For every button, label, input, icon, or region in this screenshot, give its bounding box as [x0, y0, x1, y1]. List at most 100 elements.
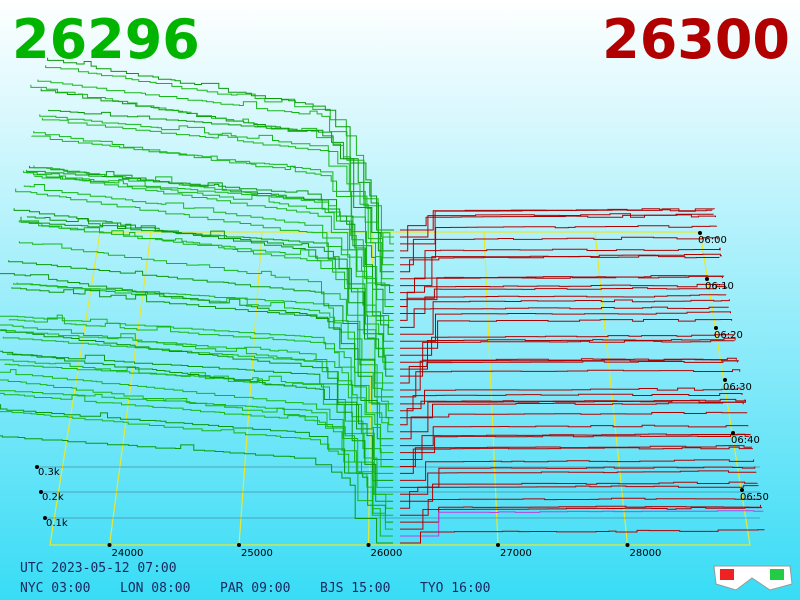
ask-curve: [400, 387, 742, 405]
bid-curve: [0, 404, 394, 523]
bid-curve: [39, 114, 394, 259]
ask-curve: [400, 424, 749, 447]
ask-curve: [400, 283, 726, 307]
ask-curve: [400, 446, 753, 474]
time-tick-label: 06:20: [714, 330, 743, 341]
bid-curve: [29, 165, 394, 314]
ask-curve: [400, 275, 725, 301]
ask-curve: [400, 497, 760, 516]
tick-dot: [705, 277, 709, 281]
bid-curve: [47, 57, 394, 252]
ask-curve: [400, 334, 734, 356]
tick-dot: [366, 543, 371, 547]
bid-curve: [33, 165, 394, 321]
utc-time: UTC 2023-05-12 07:00: [20, 561, 177, 576]
tick-dot: [237, 543, 241, 547]
ask-curve: [400, 236, 719, 266]
tick-dot: [723, 378, 727, 382]
ask-curve: [400, 306, 729, 328]
bid-curve: [0, 324, 394, 474]
bid-curve: [0, 392, 394, 516]
bid-curve: [26, 169, 394, 294]
bid-curve: [0, 379, 393, 530]
timezone-label: PAR 09:00: [220, 581, 290, 596]
bid-curve: [23, 170, 394, 328]
bid-curve: [0, 369, 394, 509]
tick-dot: [625, 543, 630, 547]
ask-curve: [400, 401, 744, 419]
ask-curve: [400, 247, 721, 280]
ask-curve: [400, 510, 764, 537]
ask-curve: [400, 481, 758, 502]
time-tick-label: 06:00: [698, 235, 727, 246]
ask-curve: [400, 286, 728, 321]
price-tick-label: 25000: [241, 548, 273, 559]
bid-curve: [11, 287, 394, 419]
ask-curve: [400, 299, 730, 335]
bid-curve: [0, 359, 394, 488]
axis-labels: 24000 25000 26000 27000 28000 0.3k 0.2k 0.1k 06:…: [35, 231, 769, 559]
price-grid-line: [108, 231, 152, 546]
ask-curve: [400, 369, 741, 398]
ask-curve: [400, 253, 722, 287]
ask-curve: [400, 485, 759, 509]
ask-curve: [400, 340, 735, 363]
ask-curve: [400, 433, 751, 460]
depth-tick-label: 0.2k: [42, 492, 64, 503]
bid-curve: [4, 363, 394, 467]
ask-curve: [400, 225, 718, 259]
price-grid-line: [594, 231, 629, 546]
bid-curve: [0, 329, 394, 481]
ask-curve: [400, 529, 765, 544]
tick-dot: [39, 490, 43, 494]
bid-price: 26296: [12, 8, 200, 71]
price-tick-label: 24000: [112, 548, 144, 559]
tick-dot: [740, 488, 744, 492]
tick-dot: [714, 326, 718, 330]
ask-curve: [400, 319, 733, 349]
depth-curves: [0, 57, 765, 544]
bid-curve: [18, 241, 394, 405]
ask-curve: [400, 214, 716, 252]
depth-tick-label: 0.1k: [46, 518, 68, 529]
bid-curve: [37, 79, 394, 238]
time-tick-label: 06:10: [705, 281, 734, 292]
ask-curve: [400, 411, 748, 440]
bid-curve: [41, 117, 394, 266]
bid-curve: [15, 188, 394, 363]
ask-curve: [400, 208, 715, 245]
bid-curve: [13, 208, 394, 377]
ask-curve: [400, 466, 756, 488]
ask-price: 26300: [602, 8, 790, 71]
bid-curve: [23, 184, 394, 349]
price-tick-label: 28000: [630, 548, 662, 559]
ask-curve: [400, 337, 736, 370]
timezone-label: NYC 03:00: [20, 581, 90, 596]
timezone-label: BJS 15:00: [320, 581, 390, 596]
tick-dot: [107, 543, 112, 547]
bid-curve: [0, 435, 393, 544]
tick-dot: [43, 516, 47, 520]
price-grid-line: [483, 231, 499, 546]
bid-curve: [8, 317, 394, 433]
bid-curve: [30, 84, 394, 280]
ask-curve: [400, 358, 740, 391]
ask-curve: [400, 311, 731, 342]
price-grid-line: [238, 231, 263, 546]
bid-curve: [18, 220, 394, 370]
tick-dot: [35, 465, 39, 469]
ask-curve: [400, 360, 738, 384]
tick-dot: [496, 543, 500, 547]
ask-curve: [400, 399, 746, 433]
ask-curve: [400, 393, 743, 412]
bid-curve: [31, 135, 394, 287]
bid-curve: [26, 172, 394, 342]
bid-curve: [0, 329, 394, 447]
timezone-label: TYO 16:00: [420, 581, 490, 596]
bid-curve: [34, 175, 394, 301]
ask-curve: [400, 433, 750, 454]
timezone-label: LON 08:00: [120, 581, 190, 596]
price-tick-label: 27000: [500, 548, 532, 559]
bid-curve: [0, 273, 394, 440]
